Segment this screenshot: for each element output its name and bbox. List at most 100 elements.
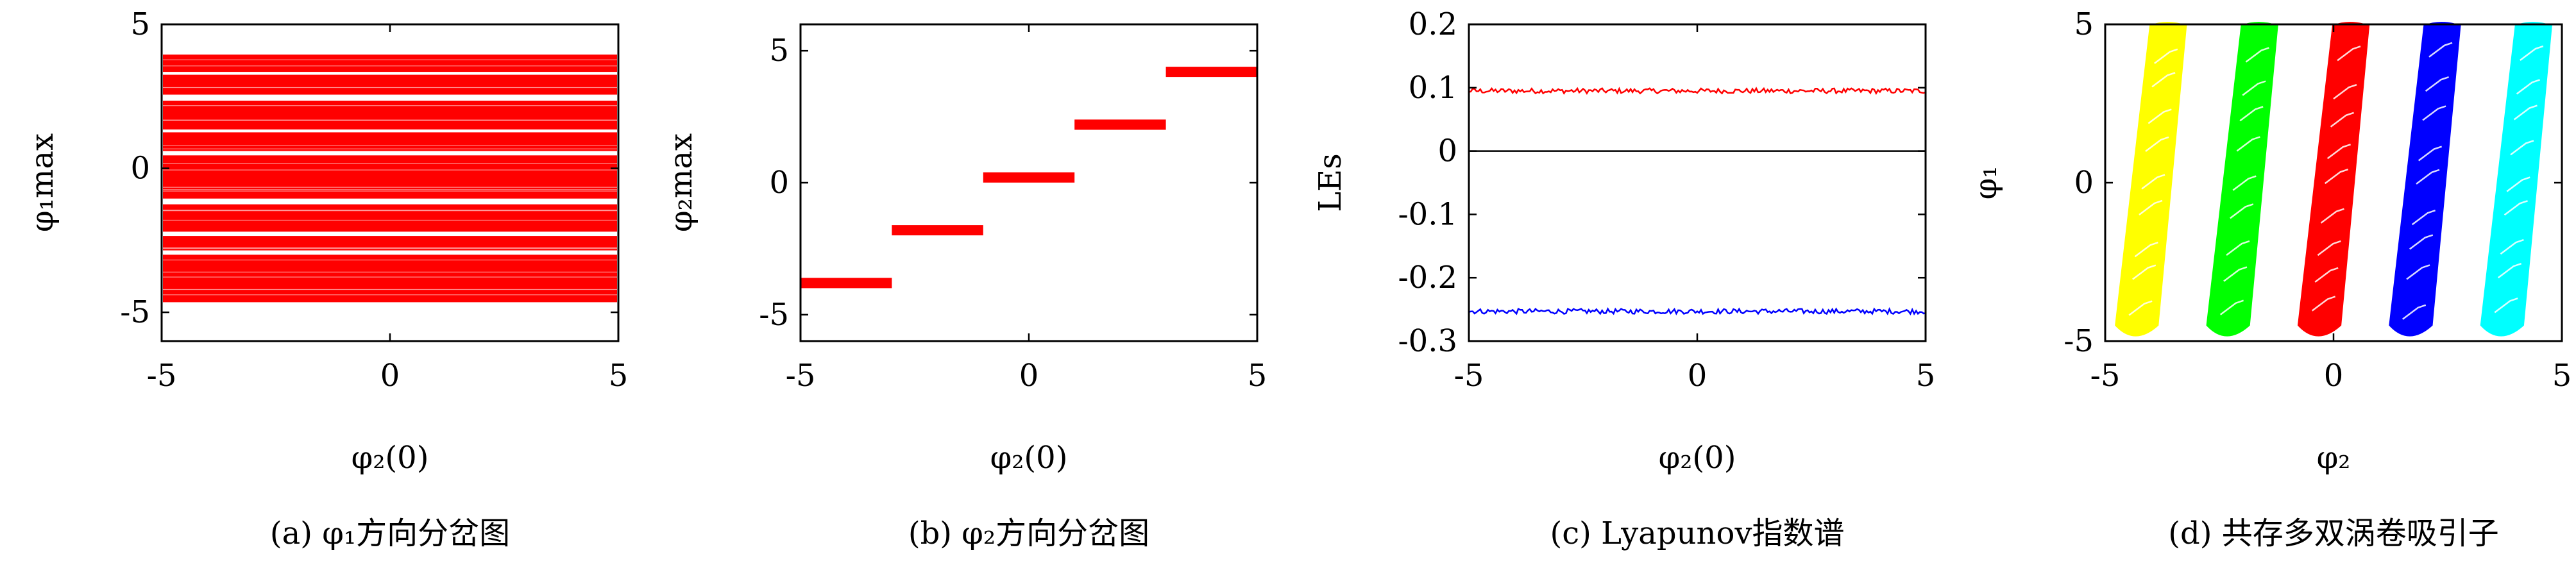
d-x-axis-label: φ₂ <box>2317 440 2351 476</box>
panel-a: -5 0 5 -5 0 5 φ₂(0) φ₁max (a) φ₁方向分岔图 <box>24 6 628 551</box>
d-attractor-texture <box>2219 299 2244 315</box>
b-x-tick-label: -5 <box>786 358 816 394</box>
b-segment <box>1074 119 1166 130</box>
d-y-tick-label: -5 <box>2063 323 2094 359</box>
c-y-tick-label: -0.3 <box>1398 323 1457 359</box>
b-ticks: -5 0 5 -5 0 5 <box>759 24 1267 394</box>
b-x-axis-label: φ₂(0) <box>990 440 1068 476</box>
d-y-tick-label: 5 <box>2074 6 2094 42</box>
d-attractor-texture <box>2510 140 2534 156</box>
b-segment <box>801 278 892 289</box>
d-attractor-texture <box>2236 136 2260 152</box>
d-attractor-texture <box>2230 203 2254 219</box>
d-attractor-texture <box>2145 136 2169 152</box>
d-attractor-texture <box>2324 168 2349 185</box>
a-band <box>163 54 617 72</box>
d-attractor-texture <box>2337 46 2361 62</box>
c-x-tick-label: 5 <box>1916 358 1936 394</box>
d-attractor-texture <box>2506 176 2530 192</box>
panel-b: -5 0 5 -5 0 5 φ₂(0) φ₂max (b) φ₂方向分岔图 <box>663 23 1267 551</box>
d-attractor-texture <box>2139 199 2163 215</box>
d-attractor-texture <box>2425 76 2450 92</box>
b-segment <box>892 225 983 236</box>
c-series-line-2 <box>1468 307 1926 316</box>
d-attractor-texture <box>2428 42 2453 58</box>
d-x-tick-label: 0 <box>2324 358 2344 394</box>
d-x-tick-label: 5 <box>2552 358 2572 394</box>
d-attractor-texture <box>2245 47 2269 63</box>
b-y-tick-label: 5 <box>769 33 789 69</box>
a-band <box>163 132 617 151</box>
a-x-tick-label: 0 <box>380 358 400 394</box>
d-attractor-texture <box>2314 267 2339 283</box>
d-attractor-texture <box>2497 263 2522 279</box>
c-y-tick-label: 0.1 <box>1409 70 1457 106</box>
d-y-axis-label: φ₁ <box>1968 166 2004 200</box>
d-attractor-texture <box>2513 105 2538 121</box>
d-attractor-texture <box>2141 174 2165 190</box>
d-attractor-texture <box>2406 264 2430 280</box>
d-attractor-texture <box>2330 112 2355 128</box>
a-caption: (a) φ₁方向分岔图 <box>270 515 510 551</box>
d-attractor-texture <box>2418 146 2443 162</box>
d-attractor-texture <box>2516 79 2540 95</box>
panel-d: -5 0 5 -5 0 5 φ₂ φ₁ (d) 共存多双涡卷吸引子 <box>1968 6 2572 551</box>
b-y-axis-label: φ₂max <box>663 133 699 232</box>
b-x-tick-label: 5 <box>1248 358 1267 394</box>
d-attractor-texture <box>2411 210 2436 226</box>
d-attractor-2 <box>2297 21 2370 337</box>
b-plot-data <box>801 67 1257 289</box>
c-y-tick-label: -0.1 <box>1398 196 1457 232</box>
d-attractor-texture <box>2504 200 2528 216</box>
d-attractor-texture <box>2494 297 2518 314</box>
panel-c: -5 0 5 0.2 0.1 0 -0.1 -0.2 -0.3 φ₂(0) LEs (c) Ly… <box>1312 6 1935 551</box>
d-attractor-texture <box>2326 144 2351 160</box>
a-y-axis-label: φ₁max <box>24 133 60 232</box>
a-band <box>163 74 617 96</box>
d-attractor-texture <box>2333 83 2357 100</box>
c-series-line-0 <box>1468 87 1926 96</box>
c-y-tick-label: 0 <box>1437 133 1457 169</box>
d-attractor-texture <box>2132 264 2157 280</box>
a-band <box>163 204 617 232</box>
d-attractor-texture <box>2402 304 2427 320</box>
d-attractor-texture <box>2151 72 2176 88</box>
a-plot-data <box>163 54 617 303</box>
d-attractor-4 <box>2480 21 2552 337</box>
d-attractor-3 <box>2389 21 2461 337</box>
d-attractor-texture <box>2311 296 2336 312</box>
a-x-tick-label: 5 <box>609 358 629 394</box>
d-attractor-texture <box>2320 208 2344 224</box>
c-y-tick-label: 0.2 <box>1409 6 1457 42</box>
a-band <box>163 155 617 199</box>
a-band <box>163 236 617 251</box>
d-attractor-texture <box>2409 234 2434 250</box>
d-attractor-texture <box>2148 108 2172 124</box>
b-x-tick-label: 0 <box>1019 358 1039 394</box>
a-band <box>163 101 617 130</box>
b-caption: (b) φ₂方向分岔图 <box>908 515 1149 551</box>
d-attractor-texture <box>2154 48 2178 64</box>
d-attractor-texture <box>2239 106 2264 122</box>
d-attractor-texture <box>2500 239 2524 255</box>
d-y-tick-label: 0 <box>2074 165 2094 201</box>
d-attractor-texture <box>2232 175 2257 191</box>
d-attractor-texture <box>2416 169 2440 185</box>
d-caption: (d) 共存多双涡卷吸引子 <box>2168 515 2498 551</box>
a-band <box>163 255 617 303</box>
d-attractor-texture <box>2226 240 2250 256</box>
d-attractor-texture <box>2422 105 2446 121</box>
d-attractor-texture <box>2134 242 2158 258</box>
d-ticks: -5 0 5 -5 0 5 <box>2063 6 2572 394</box>
d-attractor-texture <box>2520 45 2544 62</box>
b-y-tick-label: 0 <box>769 165 789 201</box>
d-x-tick-label: -5 <box>2090 358 2121 394</box>
c-plot-data <box>1468 87 1926 316</box>
a-x-axis-label: φ₂(0) <box>352 440 429 476</box>
a-ticks: -5 0 5 -5 0 5 <box>120 6 628 394</box>
c-y-tick-label: -0.2 <box>1398 260 1457 296</box>
a-x-tick-label: -5 <box>147 358 177 394</box>
b-segment <box>983 172 1075 183</box>
c-ticks: -5 0 5 0.2 0.1 0 -0.1 -0.2 -0.3 <box>1398 6 1935 394</box>
